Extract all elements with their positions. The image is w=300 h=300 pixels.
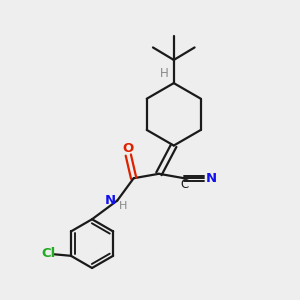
Text: H: H [118,202,127,212]
Text: N: N [105,194,116,207]
Text: H: H [160,67,169,80]
Text: O: O [123,142,134,155]
Text: N: N [206,172,217,185]
Text: C: C [180,178,188,191]
Text: Cl: Cl [41,247,55,260]
